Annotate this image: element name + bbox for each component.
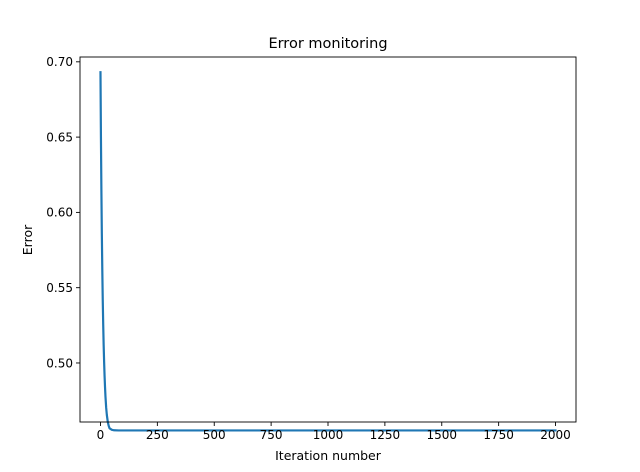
y-tick-label: 0.55	[46, 281, 73, 295]
y-tick-label: 0.70	[46, 55, 73, 69]
plot-area: 0 250 500 750 1000 1250 1500 1750 2000 0.50 0.55 0.…	[46, 55, 577, 442]
x-tick-label: 250	[146, 428, 169, 442]
y-tick-label: 0.60	[46, 206, 73, 220]
x-tick-label: 1500	[426, 428, 457, 442]
x-tick-label: 2000	[540, 428, 571, 442]
y-axis-label: Error	[20, 224, 35, 255]
series-line-0	[99, 71, 557, 432]
x-tick-label: 0	[97, 428, 105, 442]
y-tick-label: 0.50	[46, 356, 73, 370]
x-tick-label: 1250	[370, 428, 401, 442]
x-tick-label: 750	[260, 428, 283, 442]
x-tick-label: 500	[203, 428, 226, 442]
x-tick-label: 1750	[483, 428, 514, 442]
axes-frame	[79, 56, 577, 423]
x-axis-label: Iteration number	[275, 448, 382, 463]
chart-title: Error monitoring	[268, 36, 387, 52]
x-tick-label: 1000	[313, 428, 344, 442]
y-tick-label: 0.65	[46, 130, 73, 144]
